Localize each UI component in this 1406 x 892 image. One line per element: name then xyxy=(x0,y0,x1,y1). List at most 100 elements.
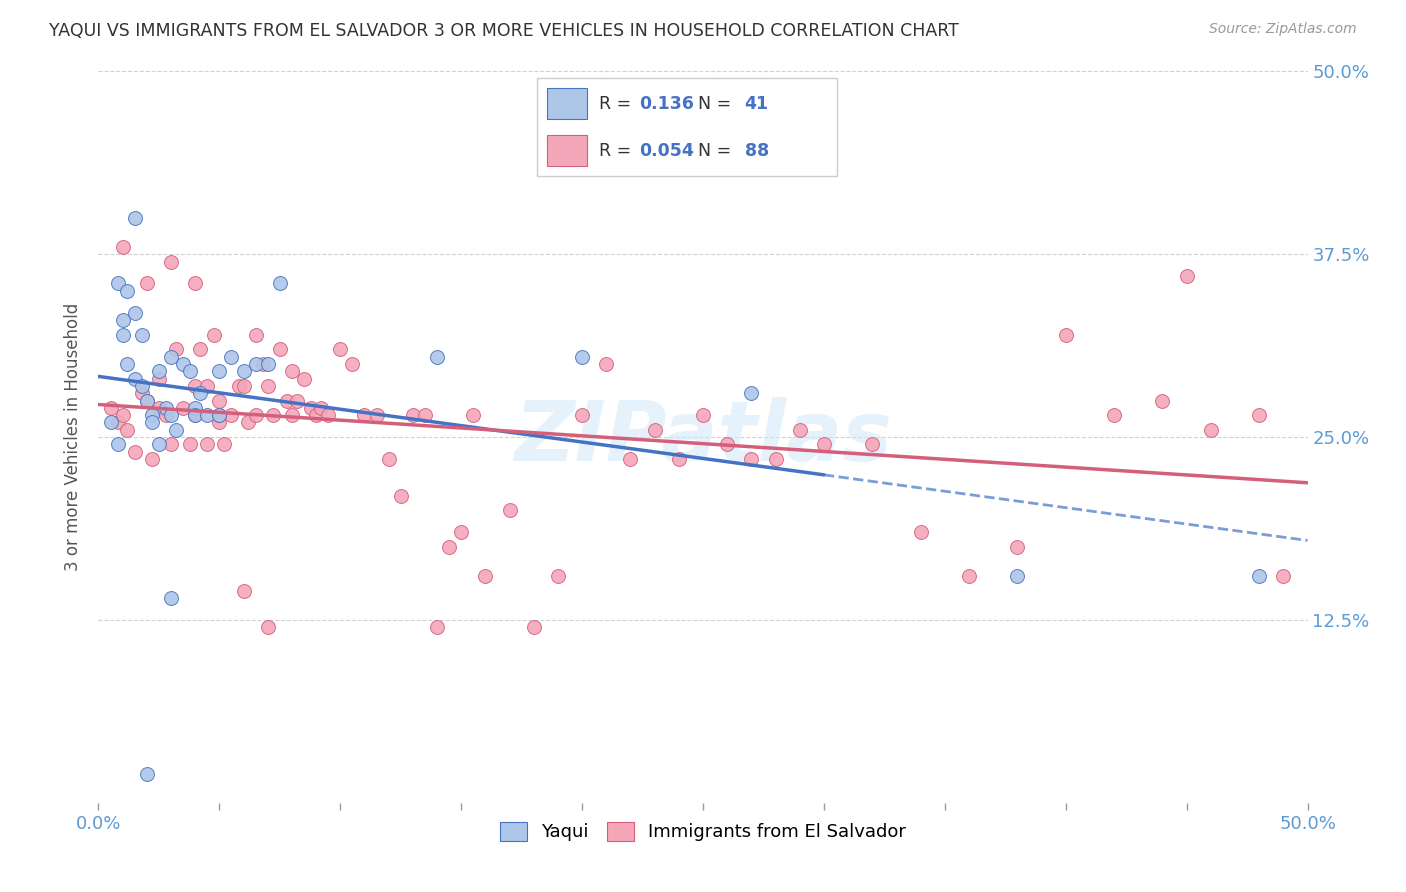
Point xyxy=(740,386,762,401)
Point xyxy=(813,437,835,451)
Point xyxy=(100,416,122,430)
Point xyxy=(195,379,218,393)
Point xyxy=(184,401,207,415)
Point xyxy=(184,408,207,422)
Point xyxy=(571,408,593,422)
Point xyxy=(179,364,201,378)
Point xyxy=(1249,569,1271,583)
Point xyxy=(124,371,146,385)
Point xyxy=(245,327,267,342)
Point xyxy=(281,408,304,422)
Point xyxy=(426,620,449,634)
Point xyxy=(463,408,485,422)
Point xyxy=(184,277,207,291)
Point xyxy=(111,408,134,422)
Point xyxy=(208,416,231,430)
Point xyxy=(860,437,883,451)
Point xyxy=(668,452,690,467)
Point xyxy=(135,393,157,408)
Point xyxy=(212,437,235,451)
Point xyxy=(232,379,254,393)
Y-axis label: 3 or more Vehicles in Household: 3 or more Vehicles in Household xyxy=(65,303,83,571)
Point xyxy=(160,254,183,268)
Point xyxy=(232,583,254,598)
Point xyxy=(366,408,388,422)
Point xyxy=(107,277,129,291)
Point xyxy=(232,364,254,378)
Point xyxy=(208,408,231,422)
Point xyxy=(245,357,267,371)
Point xyxy=(188,343,211,357)
Point xyxy=(160,408,183,422)
Point xyxy=(256,379,278,393)
Point xyxy=(789,423,811,437)
Point xyxy=(124,211,146,225)
Point xyxy=(172,401,194,415)
Point xyxy=(1249,408,1271,422)
Point xyxy=(1054,327,1077,342)
Point xyxy=(281,364,304,378)
Point xyxy=(692,408,714,422)
Point xyxy=(107,437,129,451)
Point xyxy=(1007,540,1029,554)
Point xyxy=(141,452,163,467)
Point xyxy=(402,408,425,422)
Text: Source: ZipAtlas.com: Source: ZipAtlas.com xyxy=(1209,22,1357,37)
Point xyxy=(111,327,134,342)
Point xyxy=(160,350,183,364)
Text: ZIPatlas: ZIPatlas xyxy=(515,397,891,477)
Point xyxy=(305,408,328,422)
Point xyxy=(141,408,163,422)
Point xyxy=(474,569,496,583)
Point xyxy=(329,343,352,357)
Point xyxy=(172,357,194,371)
Point xyxy=(111,313,134,327)
Point xyxy=(124,306,146,320)
Point xyxy=(740,452,762,467)
Point xyxy=(1199,423,1222,437)
Point xyxy=(124,444,146,458)
Point xyxy=(765,452,787,467)
Point xyxy=(148,364,170,378)
Point xyxy=(256,620,278,634)
Text: R =: R = xyxy=(599,95,637,112)
Point xyxy=(165,343,187,357)
Point xyxy=(309,401,332,415)
Point xyxy=(141,416,163,430)
Point xyxy=(269,343,291,357)
Point xyxy=(131,327,153,342)
Point xyxy=(252,357,274,371)
Point xyxy=(117,357,139,371)
Point xyxy=(131,386,153,401)
Point xyxy=(160,437,183,451)
Text: YAQUI VS IMMIGRANTS FROM EL SALVADOR 3 OR MORE VEHICLES IN HOUSEHOLD CORRELATION: YAQUI VS IMMIGRANTS FROM EL SALVADOR 3 O… xyxy=(49,22,959,40)
Point xyxy=(547,569,569,583)
Point xyxy=(299,401,322,415)
Point xyxy=(1152,393,1174,408)
Point xyxy=(208,364,231,378)
Point xyxy=(184,379,207,393)
Point xyxy=(117,284,139,298)
Point xyxy=(644,423,666,437)
Text: N =: N = xyxy=(699,95,737,112)
FancyBboxPatch shape xyxy=(547,88,586,119)
Text: N =: N = xyxy=(699,142,737,160)
Point xyxy=(117,423,139,437)
Point xyxy=(437,540,460,554)
Point xyxy=(1272,569,1295,583)
Point xyxy=(245,408,267,422)
Point xyxy=(135,277,157,291)
Point xyxy=(155,408,177,422)
Legend: Yaqui, Immigrants from El Salvador: Yaqui, Immigrants from El Salvador xyxy=(492,814,914,848)
Point xyxy=(188,386,211,401)
Point xyxy=(377,452,399,467)
Point xyxy=(208,393,231,408)
Point xyxy=(389,489,412,503)
Point xyxy=(276,393,298,408)
Point xyxy=(292,371,315,385)
Point xyxy=(1102,408,1125,422)
Point xyxy=(111,240,134,254)
Text: R =: R = xyxy=(599,142,637,160)
Point xyxy=(195,437,218,451)
Point xyxy=(450,525,472,540)
